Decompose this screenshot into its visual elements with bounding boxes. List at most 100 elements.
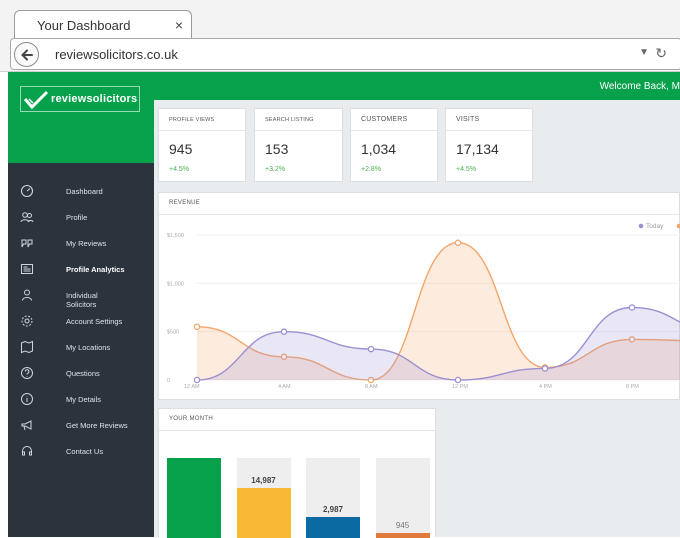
month-bar <box>236 458 291 538</box>
stat-card-profile-views: PROFILE VIEWS 945 +4.5% <box>158 108 246 182</box>
sidebar-item-profile[interactable]: Profile <box>8 207 154 231</box>
stat-card-value: 945 <box>169 141 193 157</box>
sidebar-brand: reviewsolicitors <box>8 72 154 163</box>
month-bar-label: 945 <box>395 521 410 531</box>
newspaper-icon <box>21 264 33 274</box>
tab-close-icon[interactable]: × <box>174 17 183 33</box>
sidebar-item-label: Get More Reviews <box>66 421 128 430</box>
revenue-chart: 0 $500 $1,000 $1,500 12 AM 4 AM 8 AM 12 PM 4 PM 8… <box>167 223 680 390</box>
question-icon <box>21 367 33 379</box>
sidebar-item-label: Profile Analytics <box>66 265 125 274</box>
x-tick-label: 8 PM <box>626 384 639 390</box>
stat-card-search-listing: SEARCH LISTING 153 +3.2% <box>254 108 343 182</box>
megaphone-icon <box>21 420 32 431</box>
data-point <box>454 376 462 384</box>
legend-swatch <box>676 223 680 229</box>
x-tick-label: 12 PM <box>452 384 468 390</box>
sidebar-item-profile-analytics[interactable]: Profile Analytics <box>8 259 154 283</box>
y-tick-label: $1,500 <box>167 233 184 239</box>
data-point <box>628 336 636 343</box>
sidebar-item-dashboard[interactable]: Dashboard <box>8 181 154 205</box>
x-tick-label: 12 AM <box>184 384 200 390</box>
url-dropdown-icon[interactable]: ▼ <box>639 47 649 58</box>
sidebar-item-label: Account Settings <box>66 317 123 326</box>
url-text[interactable]: reviewsolicitors.co.uk <box>55 47 178 62</box>
sidebar-item-label: Profile <box>66 213 88 222</box>
revenue-title: REVENUE <box>159 193 679 215</box>
main-content: PROFILE VIEWS 945 +4.5% SEARCH LISTING 1… <box>154 100 680 538</box>
sidebar-item-individual-solicitors[interactable]: Individual Solicitors <box>8 285 154 315</box>
sidebar-item-label: Contact Us <box>66 447 104 456</box>
sidebar-item-label: My Locations <box>66 343 111 352</box>
logo[interactable]: reviewsolicitors <box>20 86 140 112</box>
sidebar-item-label: My Reviews <box>66 239 107 248</box>
refresh-icon[interactable]: ↻ <box>655 45 667 61</box>
browser-chrome: Your Dashboard × reviewsolicitors.co.uk … <box>0 0 680 72</box>
month-bar-fill <box>306 517 360 538</box>
stat-card-change: +2.8% <box>361 166 382 173</box>
month-title: YOUR MONTH <box>159 409 435 431</box>
users-icon <box>20 212 34 223</box>
map-icon <box>21 340 33 354</box>
sidebar-item-label: My Details <box>66 395 102 404</box>
series-area <box>197 242 680 380</box>
x-tick-label: 8 AM <box>365 384 378 390</box>
data-point <box>193 323 201 331</box>
back-arrow-icon <box>21 49 33 61</box>
series-area <box>197 307 680 380</box>
legend-label: Today <box>646 223 664 230</box>
y-tick-label: $500 <box>167 330 179 336</box>
sidebar-item-account-settings[interactable]: Account Settings <box>8 311 154 335</box>
stat-card-title: PROFILE VIEWS <box>159 109 245 131</box>
stat-card-title: SEARCH LISTING <box>255 109 342 131</box>
stat-card-value: 153 <box>265 141 289 157</box>
headset-icon <box>22 446 32 456</box>
data-point <box>541 365 549 372</box>
info-icon <box>21 393 33 405</box>
person-icon <box>22 289 32 301</box>
stat-card-title: VISITS <box>446 109 532 131</box>
stat-card-value: 1,034 <box>361 141 397 157</box>
data-point <box>280 328 288 335</box>
sidebar-item-label: Dashboard <box>66 187 103 196</box>
y-tick-label: $1,000 <box>167 281 184 287</box>
app-header: Welcome Back, M <box>154 72 680 100</box>
month-bar <box>167 458 221 538</box>
sidebar-item-label: Individual Solicitors <box>66 291 98 309</box>
legend-swatch <box>638 223 644 229</box>
revenue-panel: REVENUE 0 $500 $1,000 $1,500 12 AM 4 AM 8 AM 12… <box>158 192 680 400</box>
month-bar-fill <box>236 488 291 538</box>
y-tick-label: 0 <box>167 378 170 384</box>
stat-card-customers: CUSTOMERS 1,034 +2.8% <box>350 108 438 182</box>
sidebar-item-my-details[interactable]: My Details <box>8 389 154 413</box>
sidebar-item-get-more-reviews[interactable]: Get More Reviews <box>8 415 154 439</box>
month-bar-fill <box>375 533 430 538</box>
data-point <box>367 345 375 353</box>
address-bar[interactable]: reviewsolicitors.co.uk ▼ ↻ <box>10 38 680 70</box>
month-bar-fill <box>167 458 221 538</box>
sidebar-item-label: Questions <box>66 369 100 378</box>
x-tick-label: 4 PM <box>539 384 552 390</box>
month-bar <box>306 458 360 538</box>
month-panel: YOUR MONTH 14,987 2,987 945 <box>158 408 436 538</box>
sidebar-item-my-locations[interactable]: My Locations <box>8 337 154 361</box>
sidebar-nav: Dashboard Profile My Reviews Profile Ana… <box>8 163 154 537</box>
gear-icon <box>21 315 33 327</box>
month-bar-label: 14,987 <box>251 476 276 486</box>
stat-card-title: CUSTOMERS <box>351 109 437 131</box>
sidebar-item-my-reviews[interactable]: My Reviews <box>8 233 154 257</box>
sidebar-item-contact-us[interactable]: Contact Us <box>8 441 154 465</box>
x-tick-label: 4 AM <box>278 384 291 390</box>
sidebar-item-questions[interactable]: Questions <box>8 363 154 387</box>
data-point <box>193 376 201 384</box>
data-point <box>280 353 288 361</box>
month-bar-label: 2,987 <box>322 505 344 515</box>
browser-tab[interactable]: Your Dashboard × <box>14 10 192 40</box>
quote-icon <box>21 239 33 248</box>
back-button[interactable] <box>14 42 39 67</box>
stat-card-change: +4.5% <box>456 166 477 173</box>
welcome-text[interactable]: Welcome Back, M <box>599 81 680 92</box>
data-point <box>367 376 375 384</box>
gauge-icon <box>20 184 34 198</box>
